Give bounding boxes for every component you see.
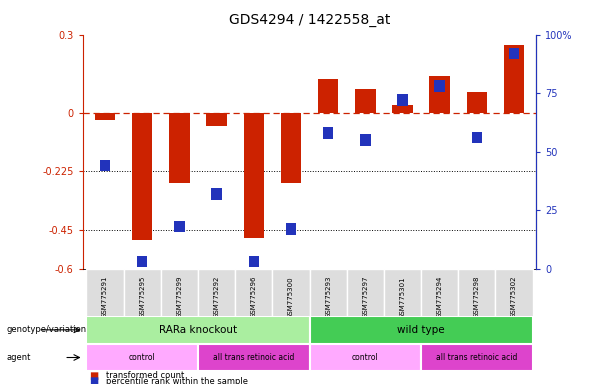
- Bar: [95, 113, 115, 121]
- Bar: [132, 113, 153, 240]
- Text: control: control: [129, 353, 156, 362]
- Bar: [466, 92, 487, 113]
- Bar: [471, 132, 482, 143]
- Bar: [211, 188, 222, 200]
- Bar: [310, 316, 533, 344]
- Bar: [161, 269, 198, 317]
- Bar: [86, 269, 124, 317]
- Bar: [421, 269, 459, 317]
- Text: GSM775293: GSM775293: [325, 276, 331, 318]
- Bar: [207, 113, 227, 126]
- Bar: [430, 76, 450, 113]
- Text: GSM775295: GSM775295: [139, 276, 145, 318]
- Bar: [310, 269, 347, 317]
- Text: GSM775302: GSM775302: [511, 276, 517, 318]
- Bar: [355, 89, 376, 113]
- Text: control: control: [352, 353, 379, 362]
- Text: GSM775298: GSM775298: [474, 276, 480, 318]
- Bar: [347, 269, 384, 317]
- Bar: [323, 127, 333, 139]
- Bar: [235, 269, 272, 317]
- Text: all trans retinoic acid: all trans retinoic acid: [213, 353, 294, 362]
- Text: agent: agent: [6, 353, 31, 362]
- Text: GSM775291: GSM775291: [102, 276, 108, 318]
- Bar: [249, 256, 259, 268]
- Bar: [86, 344, 198, 371]
- Bar: [286, 223, 296, 235]
- Text: GSM775294: GSM775294: [436, 276, 443, 318]
- Text: GSM775300: GSM775300: [288, 276, 294, 319]
- Bar: [272, 269, 310, 317]
- Text: percentile rank within the sample: percentile rank within the sample: [106, 377, 248, 384]
- Bar: [86, 316, 310, 344]
- Text: GSM775301: GSM775301: [400, 276, 406, 319]
- Text: GSM775297: GSM775297: [362, 276, 368, 318]
- Bar: [397, 94, 408, 106]
- Text: ■: ■: [89, 371, 98, 381]
- Bar: [509, 48, 519, 59]
- Text: all trans retinoic acid: all trans retinoic acid: [436, 353, 517, 362]
- Text: GSM775299: GSM775299: [177, 276, 183, 318]
- Text: ■: ■: [89, 376, 98, 384]
- Bar: [459, 269, 495, 317]
- Bar: [504, 45, 524, 113]
- Bar: [124, 269, 161, 317]
- Text: GSM775292: GSM775292: [213, 276, 219, 318]
- Text: GSM775296: GSM775296: [251, 276, 257, 318]
- Text: genotype/variation: genotype/variation: [6, 325, 86, 334]
- Bar: [392, 105, 413, 113]
- Bar: [174, 221, 185, 232]
- Bar: [281, 113, 301, 183]
- Bar: [169, 113, 189, 183]
- Bar: [435, 80, 445, 92]
- Bar: [495, 269, 533, 317]
- Text: transformed count: transformed count: [106, 371, 185, 380]
- Bar: [421, 344, 533, 371]
- Bar: [384, 269, 421, 317]
- Bar: [243, 113, 264, 238]
- Bar: [100, 160, 110, 172]
- Bar: [310, 344, 421, 371]
- Bar: [318, 79, 338, 113]
- Bar: [137, 256, 148, 268]
- Text: wild type: wild type: [397, 325, 445, 335]
- Text: RARa knockout: RARa knockout: [159, 325, 237, 335]
- Text: GDS4294 / 1422558_at: GDS4294 / 1422558_at: [229, 13, 390, 27]
- Bar: [198, 344, 310, 371]
- Bar: [360, 134, 370, 146]
- Bar: [198, 269, 235, 317]
